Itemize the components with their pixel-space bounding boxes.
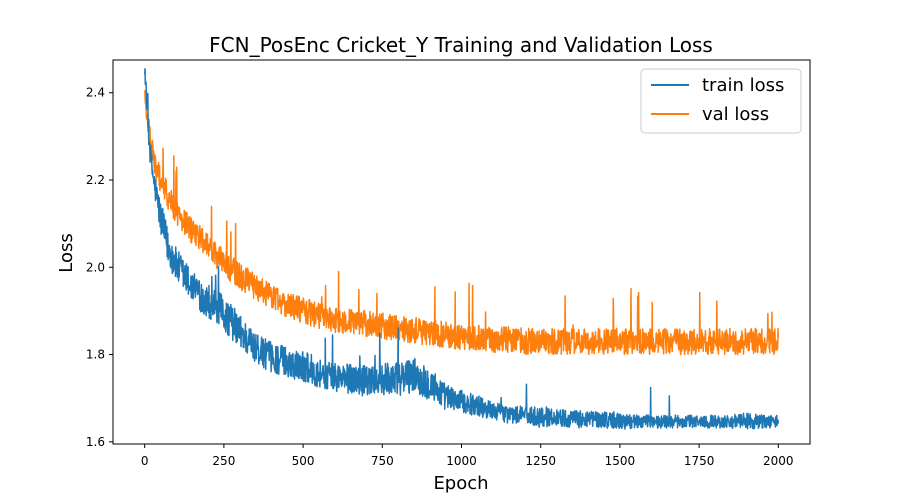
x-tick-label: 1000	[446, 454, 477, 468]
x-tick-label: 1500	[605, 454, 636, 468]
series-layer	[143, 68, 780, 430]
val-loss-line	[143, 90, 780, 356]
y-tick-label: 1.6	[86, 435, 105, 449]
y-tick-label: 2.2	[86, 173, 105, 187]
x-tick-label: 1750	[684, 454, 715, 468]
legend: train loss val loss	[640, 68, 802, 134]
y-tick-label: 2.0	[86, 260, 105, 274]
legend-label-train: train loss	[702, 75, 784, 96]
x-tick-label: 750	[371, 454, 394, 468]
legend-label-val: val loss	[702, 104, 769, 125]
y-tick-label: 2.4	[86, 86, 105, 100]
x-axis-label: Epoch	[433, 473, 488, 494]
y-axis-label: Loss	[56, 233, 77, 272]
x-tick-label: 2000	[763, 454, 794, 468]
chart-title: FCN_PosEnc Cricket_Y Training and Valida…	[209, 33, 713, 57]
x-tick-label: 1250	[525, 454, 556, 468]
x-tick-label: 250	[212, 454, 235, 468]
train-loss-line	[143, 68, 780, 430]
x-axis-ticks: 0 250 500 750 1000 1250 1500 1750 2000	[141, 444, 794, 468]
y-tick-label: 1.8	[86, 348, 105, 362]
x-tick-label: 0	[141, 454, 149, 468]
x-tick-label: 500	[292, 454, 315, 468]
y-axis-ticks: 1.6 1.8 2.0 2.2 2.4	[86, 86, 113, 449]
